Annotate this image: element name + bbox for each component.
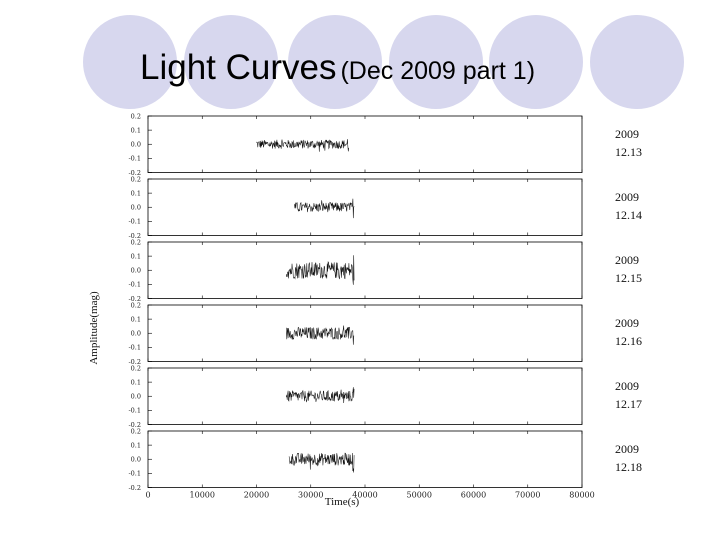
y-tick-label: -0.2 <box>128 232 141 240</box>
y-tick-label: -0.2 <box>128 295 141 303</box>
y-tick-label: -0.2 <box>128 358 141 366</box>
y-tick-label: 0.0 <box>131 204 141 212</box>
date-label-year: 2009 <box>615 316 639 330</box>
light-curve-panel: 0.2 0.1 0.0 -0.1 -0.2 2009 12.14 <box>128 175 642 240</box>
date-label-day: 12.13 <box>615 145 642 159</box>
y-tick-label: -0.1 <box>128 281 141 289</box>
y-tick-label: 0.0 <box>131 267 141 275</box>
light-curve-trace <box>294 198 355 219</box>
slide-title: Light Curves (Dec 2009 part 1) <box>140 48 535 88</box>
y-tick-label: 0.2 <box>131 364 141 372</box>
date-label-year: 2009 <box>615 127 639 141</box>
light-curve-panel: 0.2 0.1 0.0 -0.1 -0.2 2009 12.15 <box>128 238 642 302</box>
x-tick-label: 40000 <box>352 491 377 500</box>
y-tick-label: -0.1 <box>128 218 141 226</box>
y-tick-label: 0.1 <box>131 441 141 449</box>
light-curve-trace <box>286 325 355 345</box>
y-tick-label: 0.2 <box>131 301 141 309</box>
x-tick-label: 60000 <box>461 491 486 500</box>
date-label-year: 2009 <box>615 442 639 456</box>
light-curve-panel: 0.2 0.1 0.0 -0.1 -0.2 2009 12.16 <box>128 301 642 366</box>
y-tick-label: 0.2 <box>131 175 141 183</box>
light-curve-trace <box>286 387 355 404</box>
date-label-day: 12.16 <box>615 334 642 348</box>
x-tick-label: 30000 <box>298 491 323 500</box>
y-tick-label: 0.1 <box>131 315 141 323</box>
x-tick-label: 70000 <box>515 491 540 500</box>
y-tick-label: -0.2 <box>128 169 141 177</box>
y-tick-label: 0.1 <box>131 378 141 386</box>
title-subtitle: (Dec 2009 part 1) <box>340 57 536 85</box>
light-curve-trace <box>286 255 355 285</box>
title-main: Light Curves <box>140 48 337 87</box>
y-tick-label: 0.2 <box>131 238 141 246</box>
y-tick-label: 0.0 <box>131 141 141 149</box>
x-tick-label: 80000 <box>569 491 594 500</box>
x-tick-label: 10000 <box>190 491 215 500</box>
y-tick-label: -0.1 <box>128 344 141 352</box>
y-tick-label: -0.1 <box>128 470 141 478</box>
date-label-day: 12.14 <box>615 208 642 222</box>
y-tick-label: -0.2 <box>128 421 141 429</box>
y-tick-label: 0.0 <box>131 456 141 464</box>
y-tick-label: -0.2 <box>128 484 141 492</box>
date-label-day: 12.15 <box>615 271 642 285</box>
light-curve-panel: 0.2 0.1 0.0 -0.1 -0.2 2009 12.17 <box>128 364 642 429</box>
decorative-circle <box>584 9 690 115</box>
x-tick-label: 0 <box>145 491 150 500</box>
x-axis-label: Time(s) <box>325 496 360 508</box>
light-curve-panel: 0.2 0.1 0.0 -0.1 -0.2 2009 12.18 <box>128 427 642 492</box>
light-curve-trace <box>256 139 349 152</box>
date-label-year: 2009 <box>615 253 639 267</box>
y-tick-label: 0.0 <box>131 330 141 338</box>
y-tick-label: 0.2 <box>131 112 141 120</box>
date-label-year: 2009 <box>615 190 639 204</box>
y-tick-label: 0.2 <box>131 427 141 435</box>
y-tick-label: 0.0 <box>131 393 141 401</box>
y-tick-label: -0.1 <box>128 155 141 163</box>
x-tick-label: 20000 <box>244 491 269 500</box>
date-label-day: 12.17 <box>615 397 642 411</box>
y-axis-label: Amplitude(mag) <box>88 291 100 365</box>
date-label-day: 12.18 <box>615 460 642 474</box>
x-tick-label: 50000 <box>407 491 432 500</box>
y-tick-label: 0.1 <box>131 189 141 197</box>
y-tick-label: 0.1 <box>131 126 141 134</box>
date-label-year: 2009 <box>615 379 639 393</box>
light-curve-trace <box>288 452 355 473</box>
y-tick-label: -0.1 <box>128 407 141 415</box>
light-curve-panel: 0.2 0.1 0.0 -0.1 -0.2 2009 12.13 <box>128 112 642 177</box>
y-tick-label: 0.1 <box>131 252 141 260</box>
